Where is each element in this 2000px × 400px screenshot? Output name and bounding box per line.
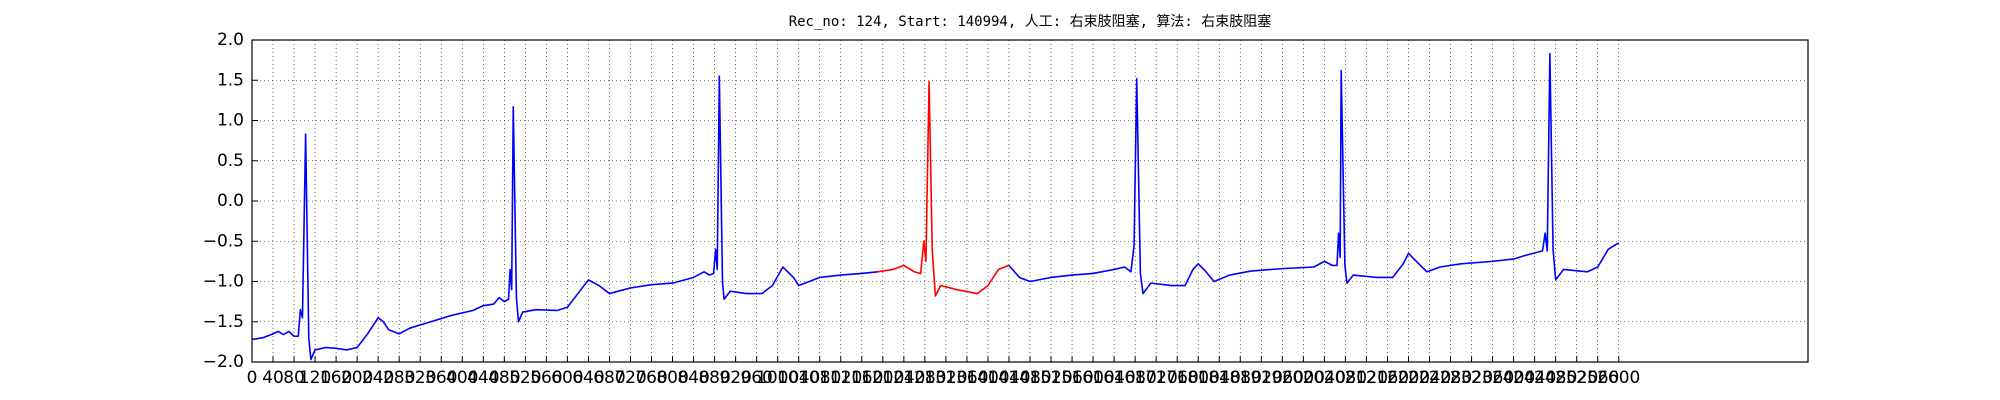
x-tick-label: 1760 <box>1156 368 1199 388</box>
x-tick-label: 1400 <box>966 368 1009 388</box>
x-tick-label: 1560 <box>1050 368 1093 388</box>
y-tick-label: 0.0 <box>217 191 244 211</box>
y-tick-label: 1.5 <box>217 70 244 90</box>
x-tick-label: 600 <box>551 368 583 388</box>
x-tick-label: 2560 <box>1576 368 1619 388</box>
x-tick-label: 1280 <box>903 368 946 388</box>
x-tick-label: 1160 <box>840 368 883 388</box>
y-tick-label: 1.0 <box>217 111 244 131</box>
x-tick-label: 2200 <box>1387 368 1430 388</box>
x-tick-label: 1080 <box>798 368 841 388</box>
x-tick-label: 1840 <box>1198 368 1241 388</box>
x-tick-label: 520 <box>509 368 541 388</box>
x-tick-label: 1600 <box>1071 368 1114 388</box>
x-tick-label: 2320 <box>1450 368 1493 388</box>
x-tick-label: 560 <box>530 368 562 388</box>
x-tick-label: 1320 <box>924 368 967 388</box>
x-tick-label: 200 <box>341 368 373 388</box>
x-tick-label: 1960 <box>1261 368 1304 388</box>
y-tick-label: −1.0 <box>203 272 244 292</box>
x-tick-label: 880 <box>698 368 730 388</box>
x-tick-label: 1480 <box>1008 368 1051 388</box>
x-tick-label: 2600 <box>1597 368 1640 388</box>
y-tick-label: 2.0 <box>217 30 244 50</box>
x-tick-label: 720 <box>614 368 646 388</box>
x-tick-label: 640 <box>572 368 604 388</box>
ecg-line <box>251 52 1620 361</box>
x-tick-label: 1720 <box>1135 368 1178 388</box>
x-tick-label: 760 <box>635 368 667 388</box>
x-tick-label: 2440 <box>1513 368 1556 388</box>
x-tick-label: 680 <box>593 368 625 388</box>
x-tick-label: 2160 <box>1366 368 1409 388</box>
x-tick-label: 1200 <box>861 368 904 388</box>
x-tick-label: 1520 <box>1029 368 1072 388</box>
x-tick-label: 2280 <box>1429 368 1472 388</box>
x-tick-label: 1640 <box>1092 368 1135 388</box>
y-tick-label: −1.5 <box>203 312 244 332</box>
x-tick-label: 120 <box>299 368 331 388</box>
x-tick-label: 2360 <box>1471 368 1514 388</box>
x-tick-label: 2080 <box>1324 368 1367 388</box>
x-tick-label: 800 <box>656 368 688 388</box>
y-tick-label: −2.0 <box>203 352 244 372</box>
x-tick-label: 240 <box>362 368 394 388</box>
y-tick-label: −0.5 <box>203 231 244 251</box>
x-tick-label: 80 <box>283 368 305 388</box>
x-tick-label: 280 <box>383 368 415 388</box>
x-tick-label: 1680 <box>1114 368 1157 388</box>
x-tick-label: 1240 <box>882 368 925 388</box>
x-tick-label: 2520 <box>1555 368 1598 388</box>
x-tick-label: 2480 <box>1534 368 1577 388</box>
x-tick-label: 960 <box>740 368 772 388</box>
y-tick-label: 0.5 <box>217 151 244 171</box>
x-tick-label: 2120 <box>1345 368 1388 388</box>
x-tick-label: 160 <box>320 368 352 388</box>
x-tick-label: 840 <box>677 368 709 388</box>
x-tick-label: 1880 <box>1219 368 1262 388</box>
x-tick-label: 1800 <box>1177 368 1220 388</box>
x-tick-label: 1440 <box>987 368 1030 388</box>
x-tick-label: 1360 <box>945 368 988 388</box>
x-tick-label: 0 <box>247 368 258 388</box>
x-tick-label: 2240 <box>1408 368 1451 388</box>
x-tick-label: 440 <box>467 368 499 388</box>
x-tick-label: 360 <box>425 368 457 388</box>
x-tick-label: 2040 <box>1303 368 1346 388</box>
ecg-line <box>877 81 1010 297</box>
x-tick-label: 320 <box>404 368 436 388</box>
x-tick-label: 2000 <box>1282 368 1325 388</box>
plot-frame <box>251 39 1809 363</box>
x-tick-label: 40 <box>262 368 284 388</box>
x-tick-label: 1040 <box>777 368 820 388</box>
x-tick-label: 2400 <box>1492 368 1535 388</box>
x-tick-label: 920 <box>719 368 751 388</box>
x-tick-label: 1920 <box>1240 368 1283 388</box>
chart-title: Rec_no: 124, Start: 140994, 人工: 右束肢阻塞, 算… <box>789 13 1272 30</box>
x-tick-label: 400 <box>446 368 478 388</box>
x-tick-label: 1120 <box>819 368 862 388</box>
x-tick-label: 480 <box>488 368 520 388</box>
x-tick-label: 1000 <box>756 368 799 388</box>
